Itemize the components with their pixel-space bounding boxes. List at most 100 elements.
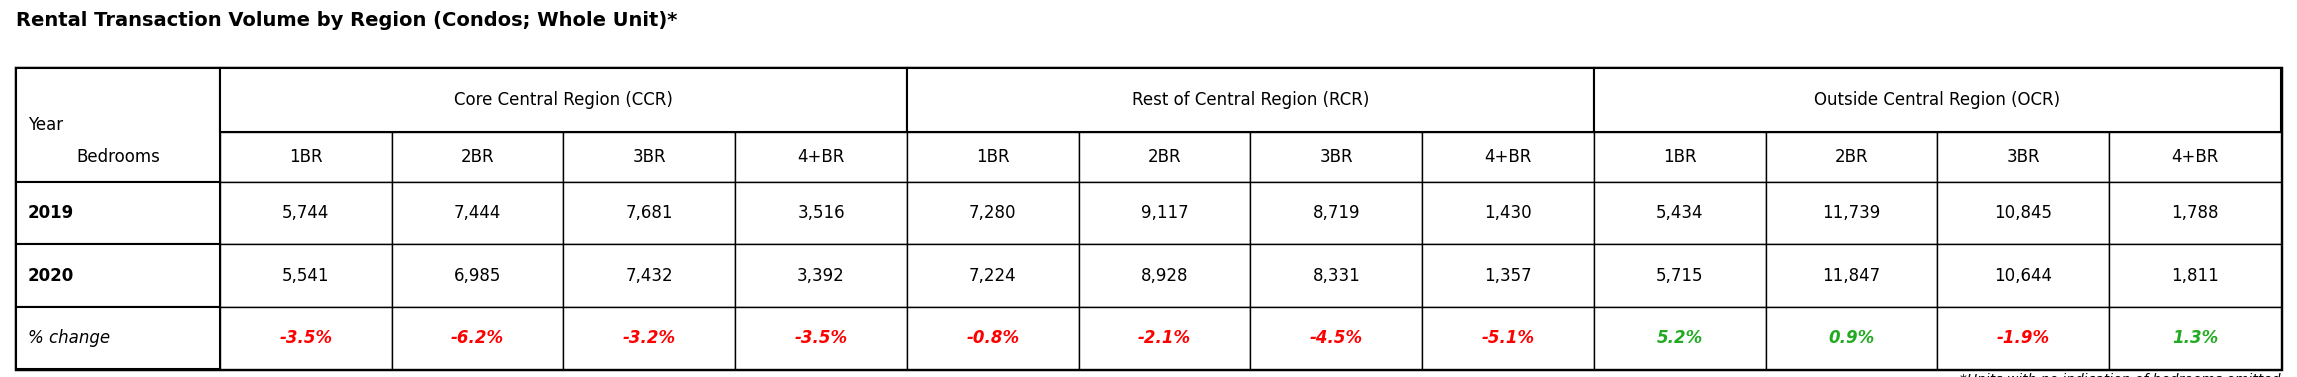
Bar bbox=[16, 307, 221, 369]
Text: 10,644: 10,644 bbox=[1994, 267, 2051, 285]
Text: 10,845: 10,845 bbox=[1994, 204, 2051, 222]
Text: Outside Central Region (OCR): Outside Central Region (OCR) bbox=[1815, 91, 2060, 109]
Bar bbox=[735, 307, 907, 369]
Text: 2020: 2020 bbox=[28, 267, 74, 285]
Text: 1BR: 1BR bbox=[976, 148, 1011, 166]
Text: 7,432: 7,432 bbox=[625, 267, 673, 285]
Text: Rental Transaction Volume by Region (Condos; Whole Unit)*: Rental Transaction Volume by Region (Con… bbox=[16, 11, 678, 30]
Bar bbox=[1250, 244, 1422, 307]
Bar bbox=[393, 244, 563, 307]
Bar bbox=[221, 182, 393, 244]
Text: 4+BR: 4+BR bbox=[2171, 148, 2219, 166]
Text: 1BR: 1BR bbox=[289, 148, 322, 166]
Text: -3.5%: -3.5% bbox=[280, 329, 333, 347]
Bar bbox=[1422, 307, 1594, 369]
Bar bbox=[907, 244, 1080, 307]
Text: 1,788: 1,788 bbox=[2171, 204, 2219, 222]
Bar bbox=[907, 132, 1080, 182]
Text: -3.5%: -3.5% bbox=[795, 329, 848, 347]
Text: 7,224: 7,224 bbox=[969, 267, 1018, 285]
Bar bbox=[1422, 244, 1594, 307]
Bar bbox=[221, 132, 393, 182]
Bar bbox=[1422, 132, 1594, 182]
Text: 3BR: 3BR bbox=[2008, 148, 2040, 166]
Text: 3BR: 3BR bbox=[632, 148, 666, 166]
Text: 2BR: 2BR bbox=[462, 148, 494, 166]
Text: 4+BR: 4+BR bbox=[1484, 148, 1532, 166]
Bar bbox=[735, 182, 907, 244]
Bar bbox=[735, 132, 907, 182]
Text: 4+BR: 4+BR bbox=[797, 148, 845, 166]
Bar bbox=[1250, 132, 1422, 182]
Bar bbox=[563, 307, 735, 369]
Bar bbox=[1080, 307, 1250, 369]
Bar bbox=[1422, 182, 1594, 244]
Text: 8,331: 8,331 bbox=[1312, 267, 1360, 285]
Bar bbox=[1766, 182, 1936, 244]
Bar bbox=[563, 244, 735, 307]
Text: *Units with no indication of bedrooms omitted: *Units with no indication of bedrooms om… bbox=[1959, 373, 2281, 377]
Bar bbox=[907, 307, 1080, 369]
Bar bbox=[16, 68, 221, 182]
Bar bbox=[1250, 182, 1422, 244]
Text: 1BR: 1BR bbox=[1663, 148, 1697, 166]
Bar bbox=[221, 68, 907, 132]
Bar bbox=[2109, 244, 2281, 307]
Bar bbox=[1594, 132, 1766, 182]
Bar bbox=[735, 244, 907, 307]
Text: 1,430: 1,430 bbox=[1484, 204, 1532, 222]
Bar bbox=[907, 182, 1080, 244]
Bar bbox=[393, 307, 563, 369]
Text: 6,985: 6,985 bbox=[455, 267, 501, 285]
Text: -5.1%: -5.1% bbox=[1482, 329, 1534, 347]
Text: 9,117: 9,117 bbox=[1142, 204, 1188, 222]
Bar bbox=[1936, 244, 2109, 307]
Text: 5,541: 5,541 bbox=[283, 267, 328, 285]
Bar bbox=[1766, 307, 1936, 369]
Text: 2BR: 2BR bbox=[1148, 148, 1181, 166]
Text: Rest of Central Region (RCR): Rest of Central Region (RCR) bbox=[1132, 91, 1369, 109]
Text: 8,928: 8,928 bbox=[1142, 267, 1188, 285]
Text: 7,444: 7,444 bbox=[455, 204, 501, 222]
Text: 7,280: 7,280 bbox=[969, 204, 1018, 222]
Bar bbox=[221, 307, 393, 369]
Bar bbox=[16, 244, 221, 307]
Text: 8,719: 8,719 bbox=[1312, 204, 1360, 222]
Text: 2019: 2019 bbox=[28, 204, 74, 222]
Bar bbox=[1594, 182, 1766, 244]
Text: 0.9%: 0.9% bbox=[1828, 329, 1874, 347]
Bar bbox=[1594, 68, 2281, 132]
Bar bbox=[393, 132, 563, 182]
Bar bbox=[1766, 132, 1936, 182]
Bar bbox=[1936, 307, 2109, 369]
Text: 11,739: 11,739 bbox=[1822, 204, 1881, 222]
Text: 3,392: 3,392 bbox=[797, 267, 845, 285]
Text: 11,847: 11,847 bbox=[1822, 267, 1881, 285]
Text: Core Central Region (CCR): Core Central Region (CCR) bbox=[455, 91, 673, 109]
Bar bbox=[1080, 132, 1250, 182]
Bar bbox=[2109, 182, 2281, 244]
Bar bbox=[16, 182, 221, 244]
Text: 2BR: 2BR bbox=[1835, 148, 1867, 166]
Bar bbox=[1766, 244, 1936, 307]
Bar bbox=[1594, 307, 1766, 369]
Text: % change: % change bbox=[28, 329, 110, 347]
Bar bbox=[221, 244, 393, 307]
Text: -4.5%: -4.5% bbox=[1309, 329, 1362, 347]
Text: -6.2%: -6.2% bbox=[450, 329, 503, 347]
Bar bbox=[2109, 307, 2281, 369]
Bar bbox=[2109, 132, 2281, 182]
Bar bbox=[1936, 182, 2109, 244]
Bar bbox=[16, 68, 2281, 369]
Bar bbox=[1594, 244, 1766, 307]
Bar bbox=[393, 182, 563, 244]
Bar bbox=[1936, 132, 2109, 182]
Text: Year: Year bbox=[28, 116, 62, 134]
Text: 3,516: 3,516 bbox=[797, 204, 845, 222]
Text: 3BR: 3BR bbox=[1318, 148, 1353, 166]
Bar bbox=[1250, 307, 1422, 369]
Bar bbox=[1080, 182, 1250, 244]
Text: -3.2%: -3.2% bbox=[622, 329, 675, 347]
Text: -0.8%: -0.8% bbox=[967, 329, 1020, 347]
Bar bbox=[563, 132, 735, 182]
